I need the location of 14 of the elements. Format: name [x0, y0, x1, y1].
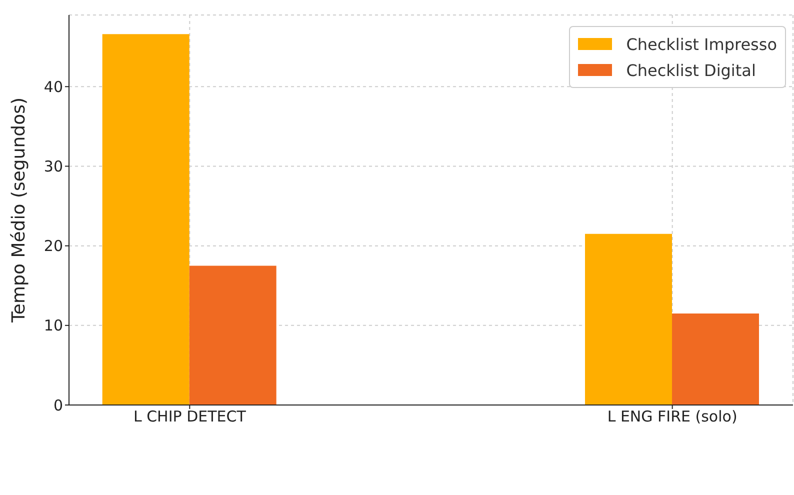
bar: [585, 234, 672, 405]
bar: [102, 34, 190, 405]
y-tick-label: 30: [44, 158, 63, 176]
bar: [189, 266, 276, 405]
y-tick-label: 20: [44, 237, 63, 256]
x-tick-label: L CHIP DETECT: [133, 408, 247, 426]
x-tick-label: L ENG FIRE (solo): [607, 408, 738, 426]
y-tick-label: 40: [44, 78, 63, 96]
bar: [672, 313, 759, 405]
y-axis-title: Tempo Médio (segundos): [8, 97, 30, 324]
y-tick-label: 0: [53, 396, 63, 414]
legend-label: Checklist Impresso: [626, 34, 777, 54]
legend-label: Checklist Digital: [626, 60, 756, 80]
y-tick-label: 10: [44, 316, 63, 335]
